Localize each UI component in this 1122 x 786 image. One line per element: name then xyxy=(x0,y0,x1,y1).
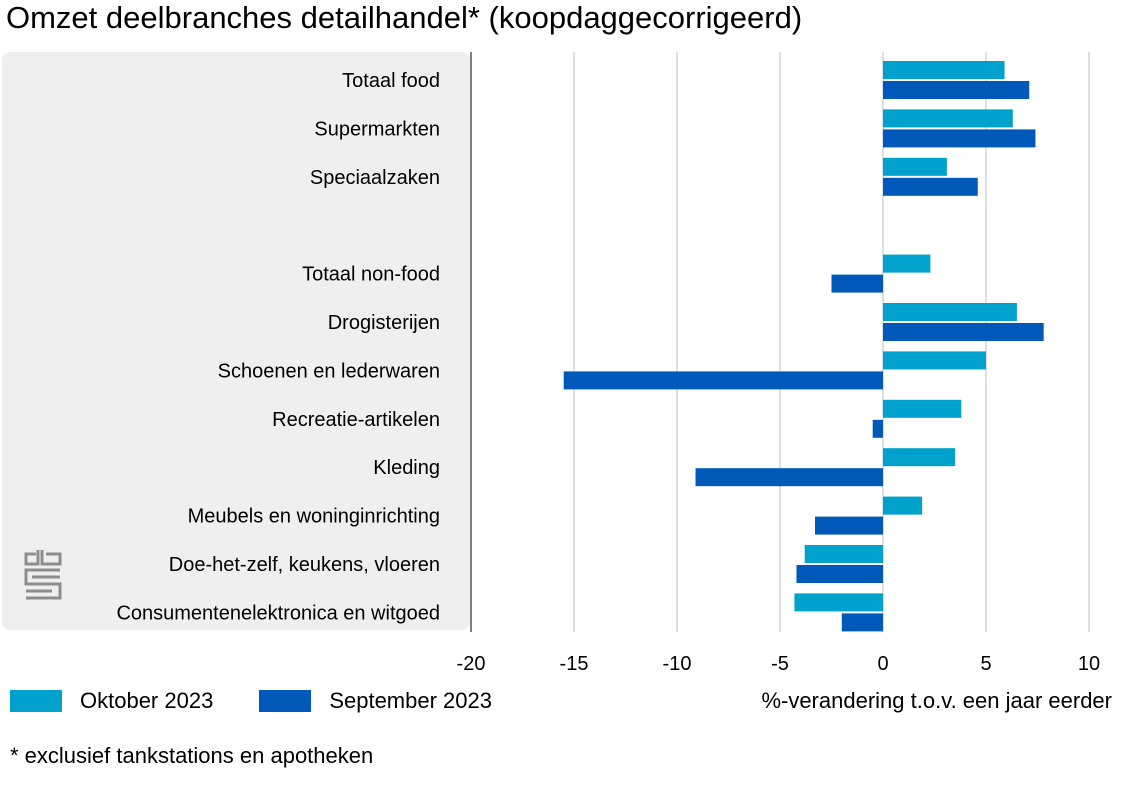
category-label: Totaal non-food xyxy=(302,264,440,286)
bar-september xyxy=(883,323,1044,341)
x-tick-label: -15 xyxy=(560,653,589,675)
legend: Oktober 2023 September 2023 xyxy=(10,688,538,714)
legend-swatch-september xyxy=(259,690,312,712)
bars xyxy=(563,61,1044,632)
bar-chart: Totaal food Supermarkten Speciaalzaken Tota… xyxy=(116,52,1101,675)
gridlines xyxy=(470,52,1090,632)
category-label: Kleding xyxy=(373,457,440,479)
bar-september xyxy=(883,81,1030,99)
bar-oktober xyxy=(883,303,1017,321)
bar-oktober xyxy=(804,545,883,563)
category-label: Supermarkten xyxy=(314,118,440,140)
category-label: Consumentenelektronica en witgoed xyxy=(116,602,440,624)
bar-september xyxy=(883,129,1036,148)
bar-september xyxy=(841,613,883,632)
chart-title: Omzet deelbranches detailhandel* (koopda… xyxy=(6,0,803,35)
bar-september xyxy=(815,516,883,535)
bar-oktober xyxy=(883,61,1005,79)
bar-september xyxy=(796,565,883,583)
x-tick-label: 5 xyxy=(980,653,991,675)
category-label: Totaal food xyxy=(342,70,440,92)
bar-oktober xyxy=(883,351,986,370)
x-tick-label: 0 xyxy=(877,653,888,675)
bar-oktober xyxy=(883,157,947,176)
x-axis-title: %-verandering t.o.v. een jaar eerder xyxy=(761,688,1112,713)
cbs-logo-icon xyxy=(24,548,64,613)
x-tick-label: -10 xyxy=(663,653,692,675)
legend-item-september: September 2023 xyxy=(259,688,492,714)
bar-september xyxy=(695,468,883,487)
bar-oktober xyxy=(883,496,923,515)
legend-label-oktober: Oktober 2023 xyxy=(80,688,214,713)
bar-september xyxy=(563,371,883,390)
category-label: Doe-het-zelf, keukens, vloeren xyxy=(169,554,440,576)
x-tick-label: -20 xyxy=(457,653,486,675)
category-labels: Totaal food Supermarkten Speciaalzaken Tota… xyxy=(116,70,440,624)
category-label: Recreatie-artikelen xyxy=(272,409,440,431)
legend-swatch-oktober xyxy=(10,690,62,712)
bar-september xyxy=(872,419,883,438)
category-label: Drogisterijen xyxy=(328,312,440,334)
category-label: Schoenen en lederwaren xyxy=(218,360,440,382)
legend-label-september: September 2023 xyxy=(329,688,492,713)
category-label: Speciaalzaken xyxy=(310,167,440,189)
x-tick-label: 10 xyxy=(1078,653,1100,675)
category-label: Meubels en woninginrichting xyxy=(188,506,440,528)
x-axis-ticks: -20 -15 -10 -5 0 5 10 xyxy=(457,653,1101,675)
legend-item-oktober: Oktober 2023 xyxy=(10,688,213,714)
bar-oktober xyxy=(883,448,956,467)
bar-oktober xyxy=(883,399,962,418)
footnote: * exclusief tankstations en apotheken xyxy=(10,743,374,768)
bar-september xyxy=(831,274,883,293)
x-tick-label: -5 xyxy=(771,653,789,675)
bar-oktober xyxy=(883,254,931,273)
bar-september xyxy=(883,177,978,196)
category-label-panel xyxy=(2,52,470,630)
bar-oktober xyxy=(883,109,1013,128)
bar-oktober xyxy=(794,593,883,612)
